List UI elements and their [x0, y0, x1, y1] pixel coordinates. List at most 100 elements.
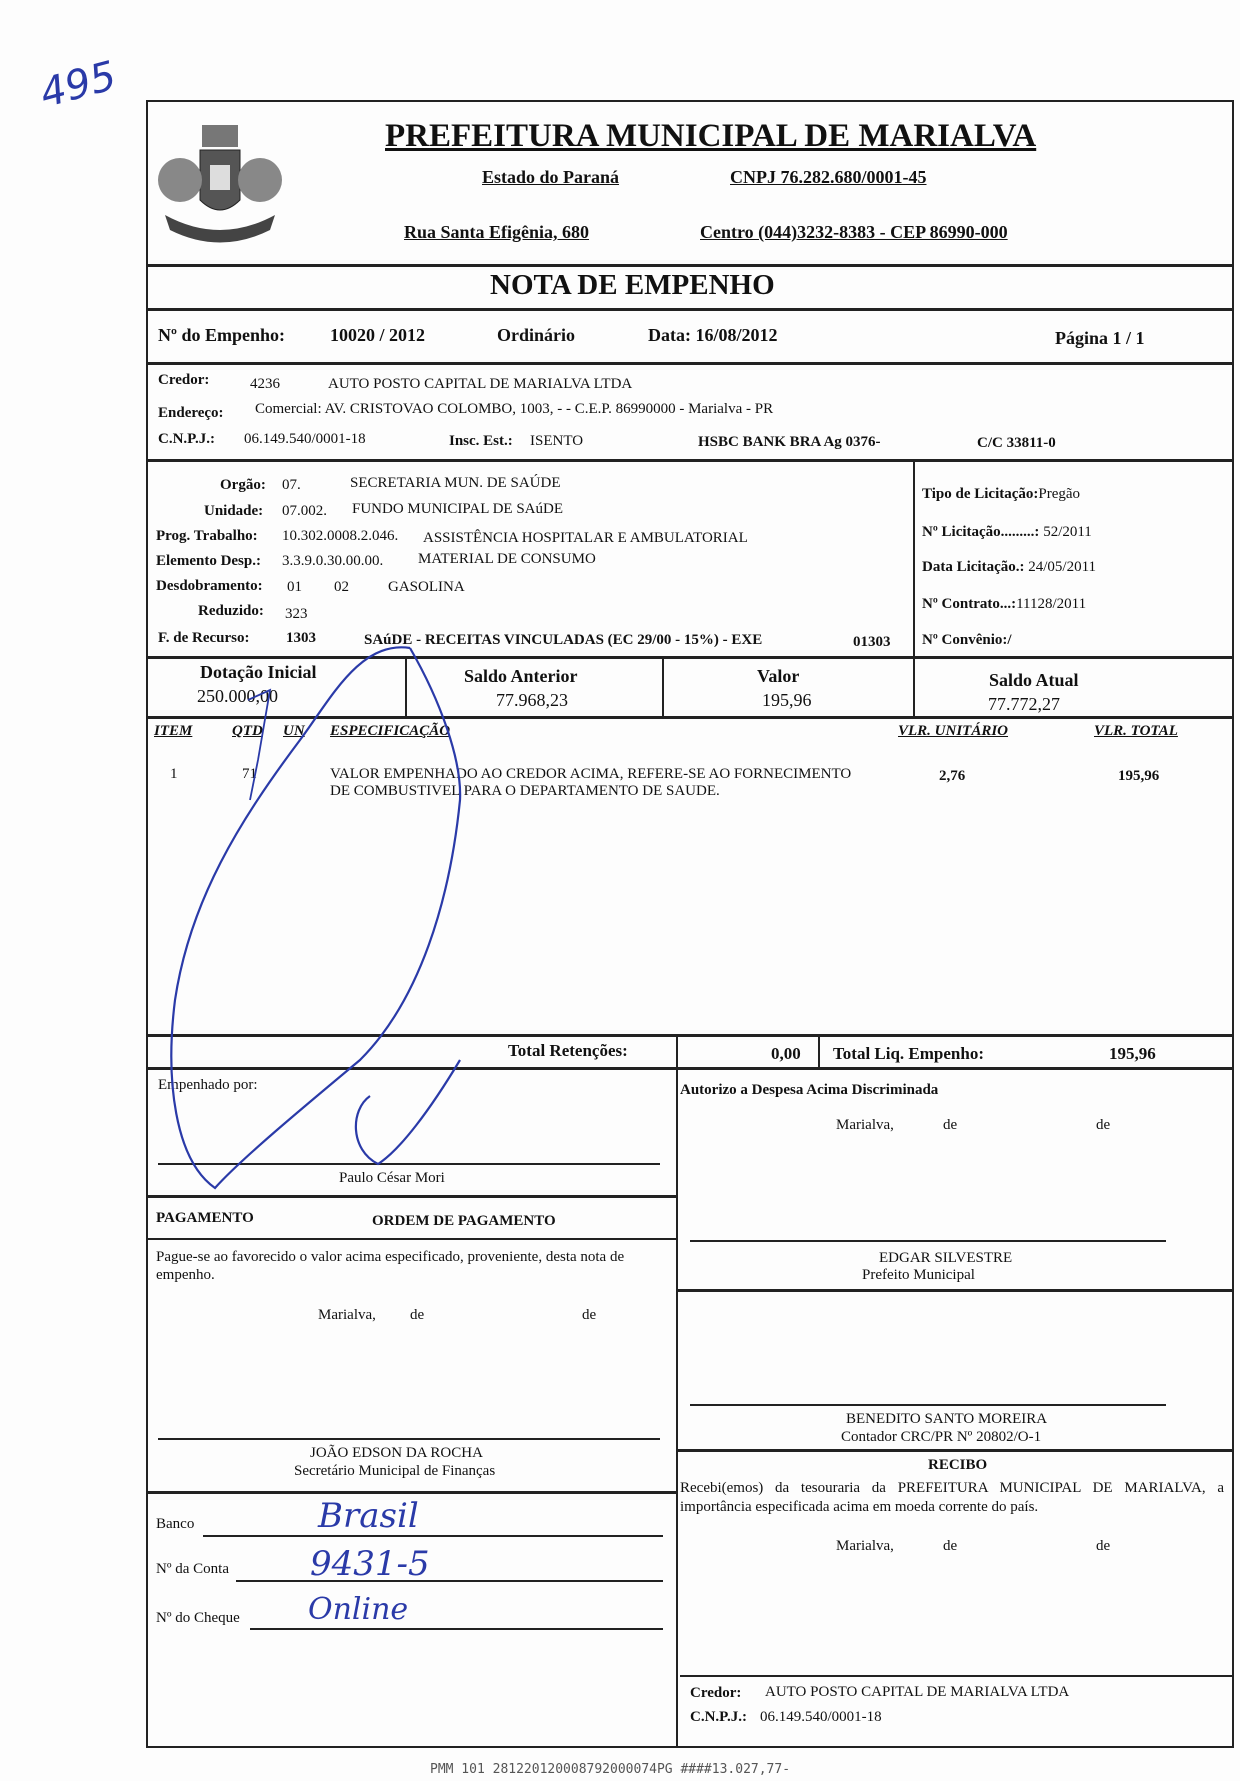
- col-especificacao: ESPECIFICAÇÃO: [330, 723, 451, 739]
- pagamento-text: Pague-se ao favorecido o valor acima esp…: [156, 1249, 625, 1283]
- recibo-credor-label: Credor:: [690, 1685, 742, 1701]
- desdobramento-1: 01: [287, 579, 302, 595]
- unidade-code: 07.002.: [282, 503, 327, 519]
- orgao-code: 07.: [282, 477, 301, 493]
- total-liq-label: Total Liq. Empenho:: [833, 1044, 984, 1063]
- pagamento-de-1: de: [410, 1307, 425, 1323]
- coat-of-arms-logo: [158, 125, 282, 243]
- dotacao-label: Dotação Inicial: [200, 662, 317, 682]
- unidade-label: Unidade:: [204, 503, 264, 519]
- total-retencoes-label: Total Retenções:: [508, 1041, 628, 1060]
- elemento-code: 3.3.9.0.30.00.00.: [282, 553, 384, 569]
- recibo-cnpj-label: C.N.P.J.:: [690, 1709, 747, 1725]
- contrato-number: 11128/2011: [1016, 596, 1087, 612]
- contador-name: BENEDITO SANTO MOREIRA: [846, 1411, 1048, 1427]
- empenho-label: Nº do Empenho:: [158, 325, 285, 345]
- credor-ie: ISENTO: [530, 433, 584, 449]
- desdobramento-2: 02: [334, 579, 349, 595]
- elemento-label: Elemento Desp.:: [156, 553, 261, 569]
- contrato-label: Nº Contrato...:: [922, 596, 1017, 612]
- secretario-role: Secretário Municipal de Finanças: [294, 1463, 496, 1479]
- num-licitacao: 52/2011: [1043, 524, 1092, 540]
- cnpj-label: C.N.P.J.:: [158, 431, 215, 447]
- fonte-code: 1303: [286, 630, 316, 646]
- reduzido-label: Reduzido:: [198, 603, 264, 619]
- dotacao-value: 250.000,00: [197, 686, 278, 706]
- secretario-name: JOÃO EDSON DA ROCHA: [310, 1445, 483, 1461]
- col-un: UN: [283, 723, 305, 739]
- footer-code: PMM 101 28122012000879200007​4PG ####13.…: [430, 1762, 791, 1777]
- elemento-name: MATERIAL DE CONSUMO: [418, 551, 596, 567]
- orgao-label: Orgão:: [220, 477, 266, 493]
- empenho-number: 10020 / 2012: [330, 325, 426, 345]
- header-contact: Centro (044)3232-8383 - CEP 86990-000: [700, 222, 1008, 242]
- tipo-licitacao-label: Tipo de Licitação:: [922, 486, 1039, 502]
- prog-label: Prog. Trabalho:: [156, 528, 258, 544]
- banco-handwritten: Brasil: [318, 1496, 419, 1536]
- empenho-type: Ordinário: [497, 325, 576, 345]
- col-item: ITEM: [154, 723, 193, 739]
- convenio-label: Nº Convênio:/: [922, 632, 1012, 648]
- recibo-cnpj: 06.149.540/0001-18: [760, 1709, 882, 1725]
- recibo-title: RECIBO: [928, 1457, 988, 1473]
- total-retencoes-value: 0,00: [771, 1044, 801, 1063]
- credor-label: Credor:: [158, 372, 210, 388]
- saldo-atual-label: Saldo Atual: [989, 670, 1079, 690]
- desdobramento-name: GASOLINA: [388, 579, 465, 595]
- credor-bank: HSBC BANK BRA Ag 0376-: [698, 434, 881, 450]
- address-label: Endereço:: [158, 405, 224, 421]
- valor-label: Valor: [757, 666, 800, 686]
- empenhado-por-label: Empenhado por:: [158, 1077, 258, 1093]
- row-item: 1: [170, 766, 178, 782]
- unidade-name: FUNDO MUNICIPAL DE SAúDE: [352, 501, 563, 517]
- data-licitacao-label: Data Licitação.:: [922, 559, 1025, 575]
- header-address: Rua Santa Efigênia, 680: [404, 222, 590, 242]
- desdobramento-label: Desdobramento:: [156, 578, 263, 594]
- pagamento-de-2: de: [582, 1307, 597, 1323]
- saldo-anterior-label: Saldo Anterior: [464, 666, 578, 686]
- header-title: PREFEITURA MUNICIPAL DE MARIALVA: [385, 118, 1037, 154]
- col-vlr-total: VLR. TOTAL: [1094, 723, 1178, 739]
- valor-value: 195,96: [762, 690, 812, 710]
- prog-code: 10.302.0008.2.046.: [282, 528, 399, 544]
- document-title: NOTA DE EMPENHO: [490, 269, 775, 301]
- prefeito-role: Prefeito Municipal: [862, 1267, 975, 1283]
- recibo-credor: AUTO POSTO CAPITAL DE MARIALVA LTDA: [765, 1684, 1070, 1700]
- banco-label: Banco: [156, 1516, 195, 1532]
- prefeito-name: EDGAR SILVESTRE: [879, 1250, 1013, 1266]
- fonte-label: F. de Recurso:: [158, 630, 250, 646]
- conta-handwritten: 9431-5: [310, 1544, 430, 1584]
- cheque-label: Nº do Cheque: [156, 1610, 240, 1626]
- credor-cnpj: 06.149.540/0001-18: [244, 431, 366, 447]
- row-vlr-unitario: 2,76: [939, 768, 966, 784]
- empenhado-por-name: Paulo César Mori: [339, 1170, 445, 1186]
- autorizo-place: Marialva,: [836, 1117, 894, 1133]
- recibo-place: Marialva,: [836, 1538, 894, 1554]
- autorizo-label: Autorizo a Despesa Acima Discriminada: [680, 1082, 939, 1098]
- data-licitacao: 24/05/2011: [1028, 559, 1097, 575]
- cheque-handwritten: Online: [308, 1592, 409, 1627]
- autorizo-de-1: de: [943, 1117, 958, 1133]
- document-frame: [146, 100, 1234, 1748]
- credor-name: AUTO POSTO CAPITAL DE MARIALVA LTDA: [328, 376, 633, 392]
- orgao-name: SECRETARIA MUN. DE SAÚDE: [350, 475, 561, 491]
- prog-name: ASSISTÊNCIA HOSPITALAR E AMBULATORIAL: [423, 530, 748, 546]
- row-vlr-total: 195,96: [1118, 768, 1160, 784]
- pagamento-label: PAGAMENTO: [156, 1210, 254, 1226]
- autorizo-de-2: de: [1096, 1117, 1111, 1133]
- conta-label: Nº da Conta: [156, 1561, 229, 1577]
- num-licitacao-label: Nº Licitação.........:: [922, 524, 1040, 540]
- ie-label: Insc. Est.:: [449, 433, 513, 449]
- ordem-pagamento-label: ORDEM DE PAGAMENTO: [372, 1213, 556, 1229]
- row-qtd: 71: [242, 766, 257, 782]
- fonte-name: SAúDE - RECEITAS VINCULADAS (EC 29/00 - …: [364, 632, 763, 648]
- page-number: Página 1 / 1: [1055, 328, 1145, 348]
- tipo-licitacao: Pregão: [1038, 486, 1081, 502]
- reduzido-value: 323: [285, 606, 308, 622]
- header-cnpj: CNPJ 76.282.680/0001-45: [730, 167, 927, 187]
- saldo-anterior-value: 77.968,23: [496, 690, 568, 710]
- contador-role: Contador CRC/PR Nº 20802/O-1: [841, 1429, 1042, 1445]
- row-especificacao: VALOR EMPENHADO AO CREDOR ACIMA, REFERE-…: [330, 766, 852, 799]
- col-qtd: QTD: [232, 723, 263, 739]
